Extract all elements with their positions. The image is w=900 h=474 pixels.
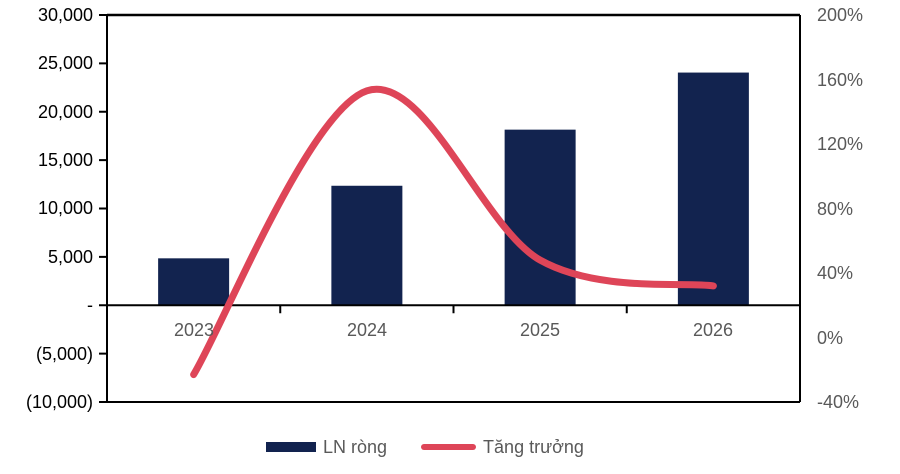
x-axis-label: 2026	[692, 320, 734, 340]
legend-item-growth: Tăng trưởng	[421, 436, 584, 458]
y-axis-left-label: (10,000)	[25, 392, 93, 412]
y-axis-left-label: 5,000	[47, 247, 93, 267]
y-axis-right-label: 0%	[817, 328, 844, 348]
x-axis-label: 2023	[173, 320, 215, 340]
bar-2024	[331, 185, 403, 306]
bar-2025	[504, 129, 576, 306]
y-axis-right-label: 80%	[817, 199, 854, 219]
legend-label: LN ròng	[323, 437, 388, 457]
legend-item-net-profit: LN ròng	[266, 436, 387, 458]
legend-label: Tăng trưởng	[483, 437, 584, 457]
y-axis-left-label: 20,000	[37, 102, 93, 122]
growth-line	[190, 85, 717, 379]
y-axis-left-label: 30,000	[37, 5, 93, 25]
line-series-swatch	[421, 444, 477, 450]
bar-series-swatch	[266, 442, 316, 452]
y-axis-right-label: 120%	[817, 134, 864, 154]
y-axis-left-label: (5,000)	[35, 344, 93, 364]
y-axis-right-label: -40%	[817, 392, 860, 412]
bar-2026	[677, 72, 749, 306]
x-axis-label: 2024	[346, 320, 388, 340]
y-axis-left-label: -	[87, 295, 93, 315]
y-axis-left-label: 10,000	[37, 198, 93, 218]
y-axis-left-label: 15,000	[37, 150, 93, 170]
x-axis-label: 2025	[519, 320, 561, 340]
y-axis-right-label: 200%	[817, 5, 864, 25]
y-axis-left-label: 25,000	[37, 53, 93, 73]
bar-2023	[158, 258, 230, 306]
y-axis-right-label: 40%	[817, 263, 854, 283]
legend: LN ròng Tăng trưởng	[266, 436, 584, 458]
y-axis-right-label: 160%	[817, 70, 864, 90]
